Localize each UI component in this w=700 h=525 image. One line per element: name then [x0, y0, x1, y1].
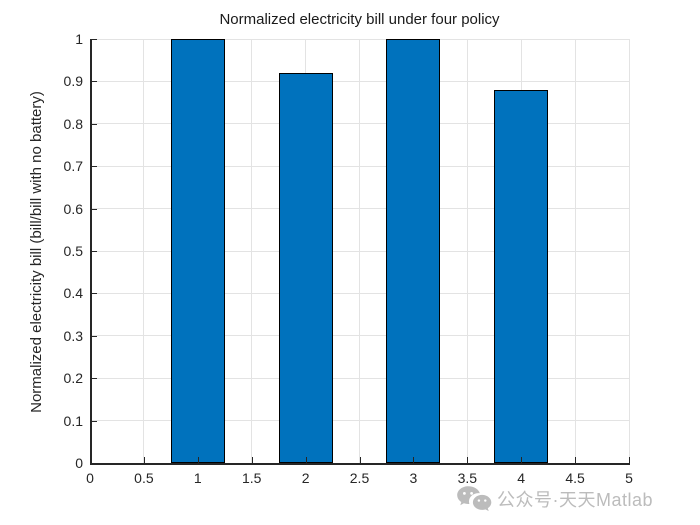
y-axis-line	[90, 39, 92, 464]
y-tick-label: 0.2	[63, 370, 83, 387]
y-tick-label: 0.9	[63, 73, 83, 90]
grid-line-vertical	[628, 39, 630, 463]
x-tick-mark	[413, 457, 415, 463]
y-tick-label: 0.4	[63, 285, 83, 302]
x-tick-label: 3.5	[457, 470, 478, 486]
grid-line-horizontal	[90, 250, 629, 252]
grid-line-horizontal	[90, 123, 629, 125]
x-tick-mark	[629, 457, 630, 463]
y-tick-mark	[91, 293, 97, 295]
y-tick-mark	[91, 166, 97, 168]
y-tick-mark	[91, 208, 97, 210]
wechat-icon	[456, 484, 492, 514]
watermark: 公众号·天天Matlab	[456, 482, 653, 516]
grid-line-horizontal	[90, 292, 629, 294]
y-tick-label: 0	[75, 455, 83, 471]
y-tick-label: 0.6	[63, 200, 83, 217]
x-tick-mark	[251, 457, 253, 463]
grid-line-horizontal	[90, 80, 629, 82]
x-axis-line	[90, 463, 630, 465]
x-tick-mark	[90, 457, 91, 463]
y-tick-label: 0.7	[63, 158, 83, 175]
x-tick-label: 0	[86, 470, 94, 486]
grid-line-horizontal	[90, 208, 629, 210]
y-tick-label: 0.1	[63, 412, 83, 429]
grid-line-horizontal	[90, 377, 629, 379]
y-tick-mark	[91, 335, 97, 337]
y-tick-mark	[91, 378, 97, 380]
y-tick-mark	[91, 420, 97, 422]
y-tick-label: 1	[75, 31, 83, 47]
x-tick-label: 2.5	[349, 470, 370, 486]
x-tick-label: 3	[409, 470, 418, 486]
x-tick-label: 4.5	[565, 470, 585, 486]
x-tick-mark	[197, 457, 199, 463]
y-tick-mark	[91, 39, 97, 40]
grid-line-horizontal	[90, 335, 629, 337]
x-tick-label: 1.5	[241, 470, 262, 486]
bar	[494, 89, 549, 463]
grid-line-horizontal	[90, 38, 629, 40]
chart-title: Normalized electricity bill under four p…	[219, 11, 500, 28]
bar	[386, 39, 441, 463]
grid-line-horizontal	[90, 420, 629, 422]
y-tick-label: 0.3	[63, 327, 83, 344]
x-tick-label: 1	[193, 470, 202, 486]
x-tick-mark	[305, 457, 307, 463]
bar	[170, 39, 225, 463]
bar	[278, 72, 333, 463]
x-tick-label: 0.5	[134, 470, 154, 486]
x-tick-mark	[521, 457, 523, 463]
x-tick-label: 4	[517, 470, 526, 486]
grid-line-horizontal	[90, 165, 629, 167]
x-tick-label: 5	[625, 470, 633, 486]
x-tick-mark	[359, 457, 361, 463]
y-tick-mark	[91, 123, 97, 125]
y-tick-label: 0.8	[63, 115, 83, 132]
watermark-text: 公众号·天天Matlab	[497, 490, 654, 510]
y-tick-mark	[91, 251, 97, 252]
y-tick-label: 0.5	[63, 243, 83, 259]
x-tick-mark	[467, 457, 469, 463]
x-tick-mark	[143, 457, 145, 463]
x-tick-mark	[575, 457, 577, 463]
x-tick-label: 2	[301, 470, 310, 486]
y-tick-mark	[91, 463, 97, 464]
y-tick-mark	[91, 81, 97, 83]
